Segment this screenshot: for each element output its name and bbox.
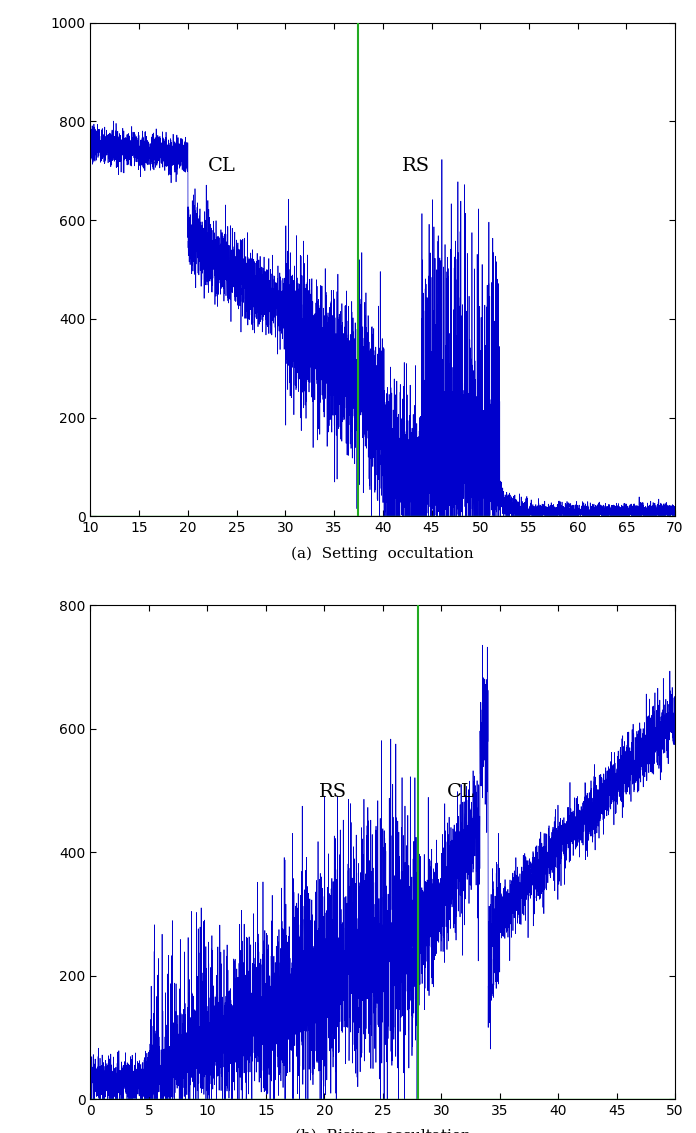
Text: RS: RS	[319, 783, 347, 801]
Text: CL: CL	[207, 156, 235, 174]
X-axis label: (b)  Rising  occultation: (b) Rising occultation	[295, 1128, 470, 1133]
Text: RS: RS	[402, 156, 430, 174]
X-axis label: (a)  Setting  occultation: (a) Setting occultation	[292, 546, 474, 561]
Text: CL: CL	[447, 783, 475, 801]
